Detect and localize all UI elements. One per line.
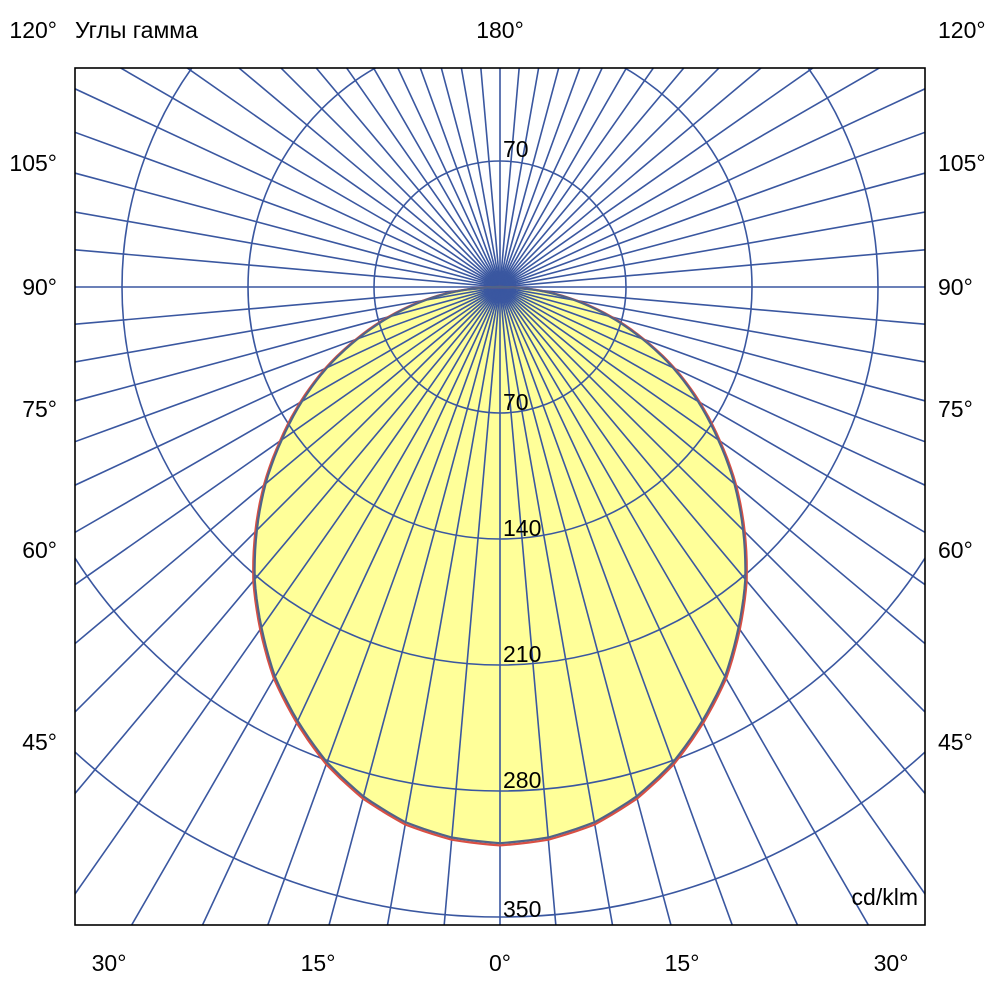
axis-label-left-45: 45° (22, 729, 57, 755)
axis-label-right-90: 90° (938, 274, 973, 300)
axis-label-180-top: 180° (476, 17, 524, 43)
axis-label-right-75: 75° (938, 396, 973, 422)
radial-tick-210: 210 (503, 641, 542, 667)
axis-label-120-top-right: 120° (938, 17, 986, 43)
axis-label-left-90: 90° (22, 274, 57, 300)
axis-label-bottom-0: 0° (489, 950, 511, 976)
axis-label-bottom-15-left: 15° (300, 950, 336, 976)
radial-tick-140: 140 (503, 515, 542, 541)
radial-tick-70-upper: 70 (503, 136, 529, 162)
radial-tick-280: 280 (503, 767, 542, 793)
axis-label-right-45: 45° (938, 729, 973, 755)
axis-label-bottom-15-right: 15° (664, 950, 700, 976)
plot-border (74, 67, 926, 926)
radial-tick-70: 70 (503, 389, 529, 415)
radial-tick-350: 350 (503, 896, 542, 922)
intensity-curve-c90-c270 (253, 285, 747, 845)
axis-label-right-60: 60° (938, 537, 973, 563)
axis-label-bottom-30-left: 30° (91, 950, 127, 976)
axis-label-left-75: 75° (22, 396, 57, 422)
axis-label-120-top-left: 120° (9, 17, 57, 43)
axis-label-right-105: 105° (938, 150, 986, 176)
axis-label-left-60: 60° (22, 537, 57, 563)
unit-label: cd/klm (851, 884, 918, 910)
axis-label-left-105: 105° (9, 150, 57, 176)
chart-title: Углы гамма (75, 17, 198, 43)
axis-label-bottom-30-right: 30° (873, 950, 909, 976)
